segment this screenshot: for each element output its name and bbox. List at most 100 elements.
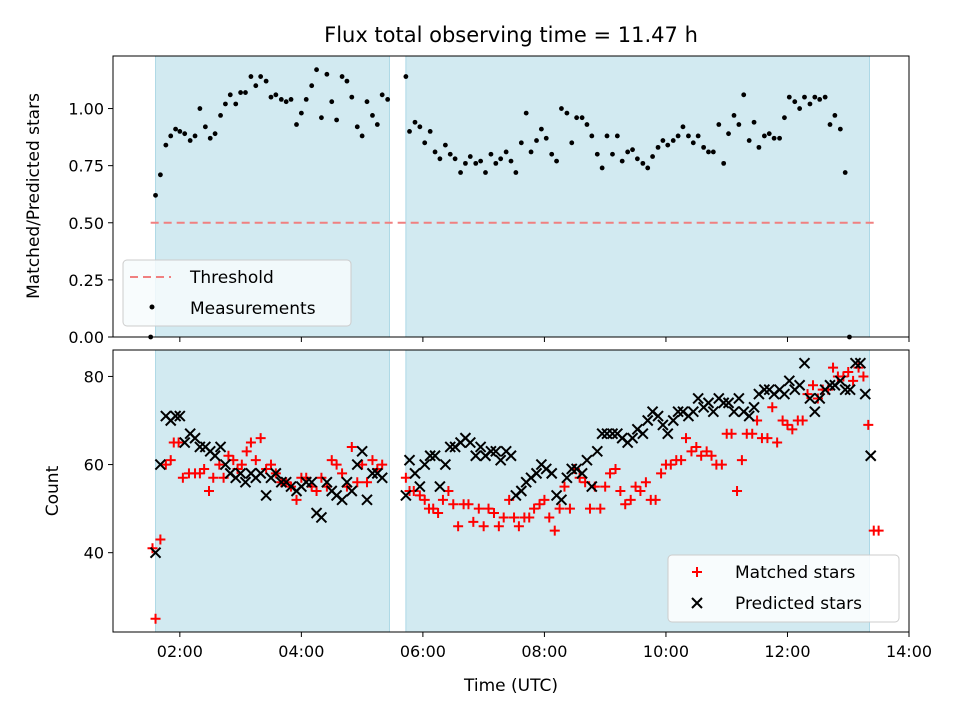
predicted-star-point [591,445,603,458]
matched-star-point [160,459,171,470]
predicted-star-point [555,494,568,506]
predicted-star-point [626,432,639,444]
predicted-star-point [581,454,593,466]
measurement-point [786,94,792,100]
measurement-point [473,160,479,166]
predicted-stars-points [149,357,877,559]
predicted-star-point [844,383,856,396]
matched-star-point [437,494,448,505]
predicted-star-point [793,379,806,391]
predicted-star-point [839,383,851,396]
matched-star-point [680,433,691,444]
matched-star-point [236,459,247,470]
top-y-tick-label: 0.75 [68,157,104,176]
measurement-point [610,151,615,157]
matched-star-point [337,468,348,479]
measurement-point [827,122,833,127]
matched-star-point [155,534,166,545]
measurement-point [746,138,752,143]
measurement-point [645,165,651,171]
matched-star-point [483,503,494,514]
predicted-star-point [505,450,517,462]
predicted-star-point [494,454,507,466]
predicted-star-point [356,445,368,458]
matched-star-point [554,503,565,514]
matched-star-point [665,459,676,470]
predicted-star-point [439,458,452,471]
measurement-point [187,138,193,143]
bottom-legend: Matched stars Predicted stars [667,554,900,623]
measurement-point [731,112,737,118]
measurement-point [756,144,762,150]
measurement-point [467,154,473,159]
measurement-point [726,131,731,137]
top-legend-box [122,259,352,327]
measurement-point [177,128,183,134]
measurement-point [258,74,264,79]
measurement-point [802,94,807,100]
predicted-star-point [859,388,871,400]
measurement-point [212,131,218,137]
measurement-point [182,131,188,137]
measurement-point [797,106,803,111]
matched-star-point [255,433,266,444]
bottom-axes-frame [112,349,910,633]
matched-star-point [534,499,545,510]
measurement-point [792,99,798,105]
predicted-star-point [561,472,573,484]
x-tick-label: 14:00 [886,642,932,661]
measurement-point [427,128,433,134]
predicted-star-point [474,441,487,453]
matched-star-point [625,494,636,505]
predicted-star-point [178,436,191,449]
measurement-point [370,112,375,118]
predicted-star-point [305,476,318,488]
measurement-point [278,97,284,102]
predicted-star-point [667,414,679,427]
predicted-star-point [209,450,221,462]
predicted-star-point [662,428,674,440]
measurement-point [349,94,355,100]
predicted-star-point [652,410,664,422]
measurement-point [192,133,198,139]
measurement-point [630,147,635,153]
measurement-point [604,133,610,139]
predicted-star-point [758,383,771,396]
measurement-point [218,112,223,118]
predicted-star-point [809,405,821,418]
matched-legend-swatch [692,567,702,577]
measurement-point [554,158,559,164]
predicted-star-point [798,357,811,369]
measurement-point [538,126,544,132]
matched-star-point [529,503,540,514]
matched-star-point [762,433,773,444]
predicted-star-point [336,494,348,506]
matched-star-point [544,512,555,523]
predicted-star-point [566,463,578,475]
predicted-star-point [174,410,186,422]
matched-star-point [448,499,459,510]
bottom-x-ticks: 02:00 04:00 06:00 08:00 10:00 12:00 14:00 [157,632,932,661]
measurement-point [665,142,671,148]
measurement-point [298,110,304,116]
predicted-star-point [743,410,755,422]
matched-star-point [463,499,474,510]
predicted-star-point [702,397,715,409]
matched-star-point [732,486,743,496]
matched-star-point [223,450,234,461]
measurement-point [706,149,711,155]
matched-star-point [357,459,368,470]
measurement-point [701,144,707,150]
bottom-y-ticks: 40 60 80 [84,367,113,563]
matched-star-point [498,512,509,523]
measurement-point [508,158,514,164]
top-panel: 0.00 0.25 0.50 0.75 1.00 Flux total observin… [24,23,910,347]
predicted-star-point [813,392,826,405]
measurement-point [309,83,315,89]
measurement-point [777,135,782,141]
measurement-point [812,94,818,100]
matched-legend-marker [692,567,702,577]
predicted-star-point [657,419,669,431]
measurement-point [407,128,412,134]
